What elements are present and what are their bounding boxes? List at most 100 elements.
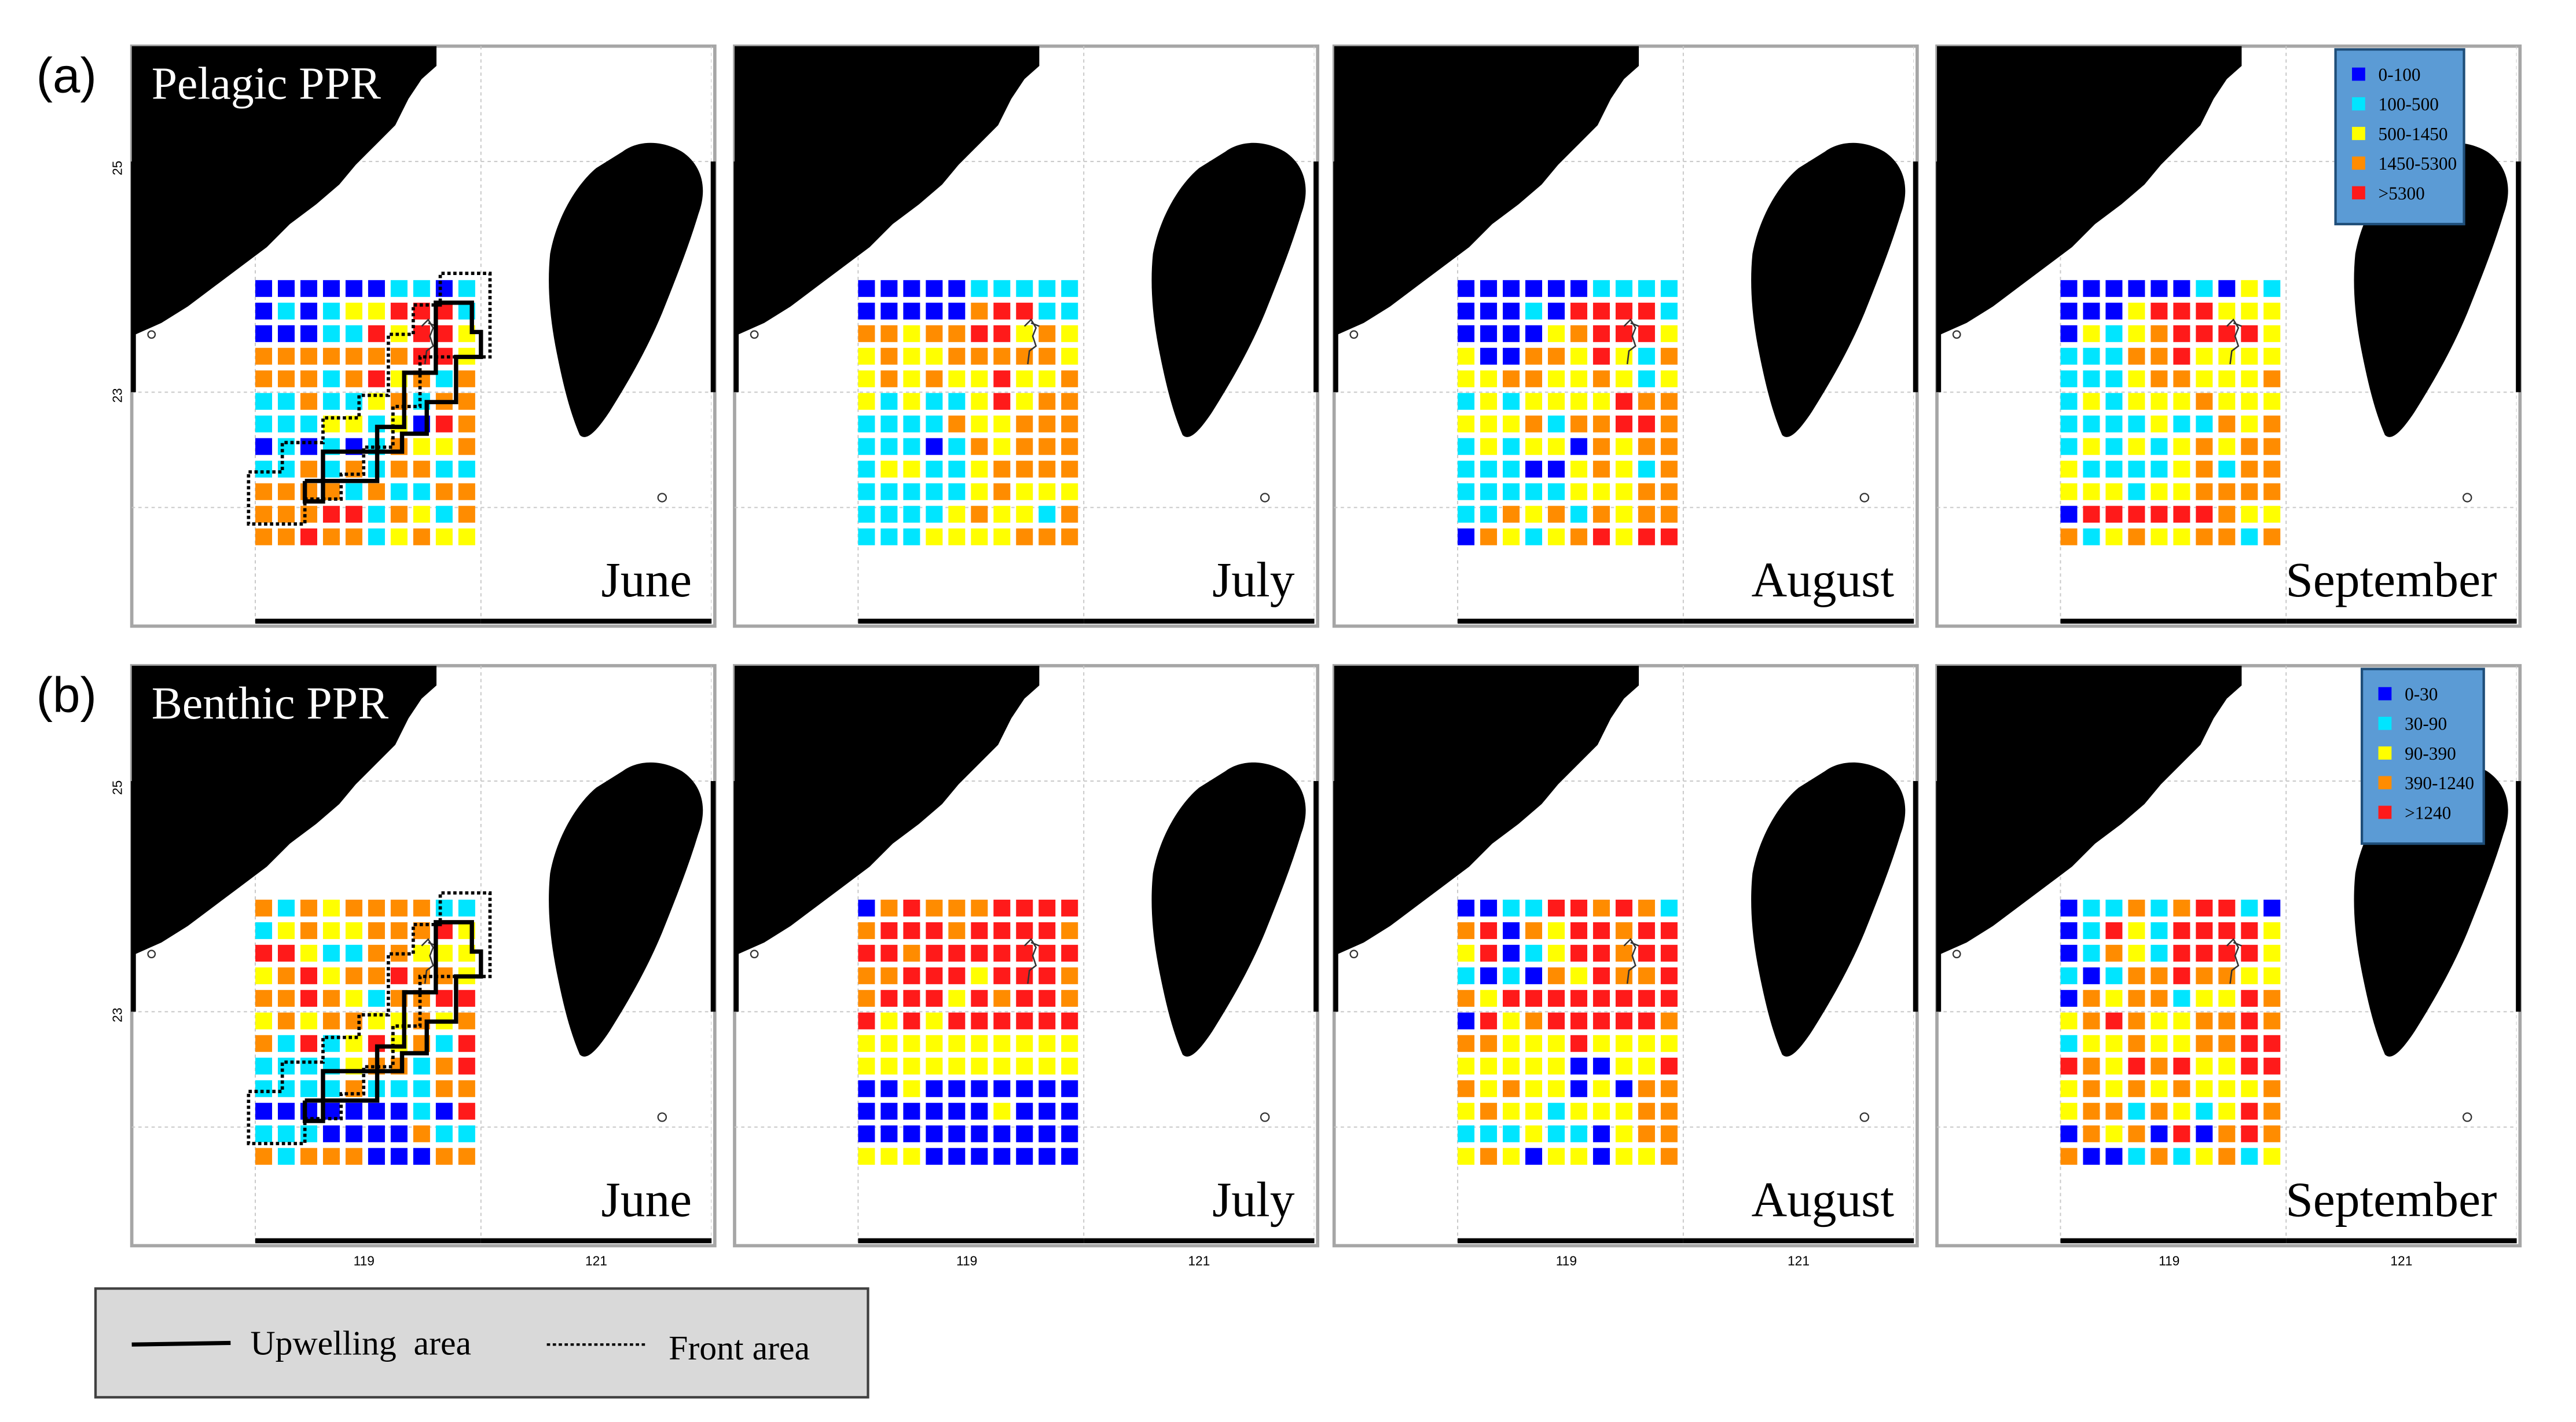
legend-swatch bbox=[2352, 127, 2365, 140]
ppr-cell bbox=[2173, 1035, 2190, 1052]
ppr-cell bbox=[413, 944, 430, 962]
ppr-cell bbox=[458, 415, 475, 433]
ppr-cell bbox=[1016, 1102, 1033, 1120]
ppr-cell bbox=[277, 460, 295, 478]
ppr-cell bbox=[993, 483, 1011, 500]
ppr-cell bbox=[1638, 505, 1655, 523]
ppr-cell bbox=[903, 325, 920, 342]
ppr-cell bbox=[2128, 1148, 2145, 1165]
ppr-cell bbox=[2151, 899, 2168, 917]
ppr-cell bbox=[1458, 438, 1475, 455]
map-tile-b-august: August 119 121 bbox=[1332, 664, 1919, 1269]
panel-label: (a) bbox=[36, 48, 97, 103]
ppr-cell bbox=[2263, 438, 2281, 455]
ppr-cell bbox=[1480, 1125, 1498, 1142]
ppr-cell bbox=[2083, 528, 2100, 545]
ppr-cell bbox=[2218, 505, 2236, 523]
ppr-cell bbox=[322, 944, 340, 962]
ppr-cell bbox=[948, 899, 966, 917]
ppr-cell bbox=[1016, 325, 1033, 342]
ppr-cell bbox=[2060, 1012, 2078, 1029]
ppr-cell bbox=[1458, 1080, 1475, 1097]
ppr-cell bbox=[255, 989, 273, 1007]
ppr-cell bbox=[1660, 1057, 1678, 1075]
ppr-cell bbox=[1570, 1057, 1587, 1075]
ppr-cell bbox=[858, 370, 875, 387]
ppr-cell bbox=[858, 415, 875, 433]
ppr-cell bbox=[2060, 370, 2078, 387]
island-marker bbox=[1859, 493, 1870, 503]
ppr-cell bbox=[1061, 280, 1078, 297]
ppr-cell bbox=[1592, 302, 1610, 320]
ppr-cell bbox=[903, 370, 920, 387]
ppr-cell bbox=[2218, 528, 2236, 545]
ppr-cell bbox=[1525, 325, 1543, 342]
ppr-cell bbox=[926, 370, 943, 387]
ppr-cell bbox=[2105, 1125, 2123, 1142]
ppr-cell bbox=[880, 415, 898, 433]
ppr-cell bbox=[880, 989, 898, 1007]
island-marker bbox=[2462, 493, 2472, 503]
ppr-cell bbox=[1638, 393, 1655, 410]
ppr-cell bbox=[1615, 1125, 1632, 1142]
ppr-cell bbox=[858, 989, 875, 1007]
ppr-cell bbox=[880, 1080, 898, 1097]
ppr-cell bbox=[993, 325, 1011, 342]
ppr-cell bbox=[2218, 370, 2236, 387]
ppr-cell bbox=[1592, 460, 1610, 478]
ppr-cell bbox=[2263, 483, 2281, 500]
ppr-cell bbox=[2060, 393, 2078, 410]
ppr-cell bbox=[948, 1012, 966, 1029]
ppr-cell bbox=[993, 505, 1011, 523]
ppr-cell bbox=[1615, 280, 1632, 297]
ppr-cell bbox=[2105, 505, 2123, 523]
ppr-cell bbox=[390, 1102, 408, 1120]
ppr-cell bbox=[2151, 393, 2168, 410]
ppr-cell bbox=[2263, 302, 2281, 320]
ppr-cell bbox=[993, 415, 1011, 433]
ppr-cell bbox=[1061, 438, 1078, 455]
ppr-cell bbox=[880, 460, 898, 478]
ppr-cell bbox=[1592, 1102, 1610, 1120]
ppr-cell bbox=[2196, 989, 2213, 1007]
ppr-cell bbox=[322, 302, 340, 320]
ppr-cell bbox=[2151, 1125, 2168, 1142]
map-content bbox=[1334, 665, 1914, 1243]
ppr-cell bbox=[926, 1012, 943, 1029]
ppr-cell bbox=[948, 989, 966, 1007]
island-marker bbox=[2462, 1112, 2472, 1122]
ppr-cell bbox=[2128, 944, 2145, 962]
ppr-cell bbox=[2173, 370, 2190, 387]
ppr-cell bbox=[971, 438, 988, 455]
ppr-cell bbox=[993, 967, 1011, 984]
ppr-cell bbox=[413, 280, 430, 297]
ppr-cell bbox=[322, 325, 340, 342]
ppr-cell bbox=[1525, 944, 1543, 962]
ppr-cell bbox=[1660, 528, 1678, 545]
ppr-cell bbox=[322, 1012, 340, 1029]
ppr-cell bbox=[345, 347, 362, 365]
ppr-cell bbox=[1503, 922, 1520, 939]
ppr-cell bbox=[903, 415, 920, 433]
map-content bbox=[1937, 665, 2517, 1243]
ppr-cell bbox=[971, 967, 988, 984]
ppr-cell bbox=[277, 415, 295, 433]
ppr-cell bbox=[1592, 1148, 1610, 1165]
ppr-cell bbox=[2105, 302, 2123, 320]
ppr-cell bbox=[2196, 967, 2213, 984]
upwelling-area-outline bbox=[302, 920, 483, 1123]
ppr-cell bbox=[858, 347, 875, 365]
ppr-cell bbox=[2241, 1080, 2258, 1097]
ppr-cell bbox=[1061, 1148, 1078, 1165]
ppr-cell bbox=[2083, 989, 2100, 1007]
ppr-cell bbox=[255, 347, 273, 365]
ppr-cell bbox=[948, 1125, 966, 1142]
ppr-cell bbox=[1061, 989, 1078, 1007]
ppr-cell bbox=[2173, 1148, 2190, 1165]
ppr-cell bbox=[1503, 483, 1520, 500]
ppr-cell bbox=[1525, 1148, 1543, 1165]
ppr-cell bbox=[1592, 1035, 1610, 1052]
ppr-cell bbox=[1638, 1102, 1655, 1120]
ppr-cell bbox=[413, 438, 430, 455]
month-label: August bbox=[1751, 1172, 1894, 1227]
